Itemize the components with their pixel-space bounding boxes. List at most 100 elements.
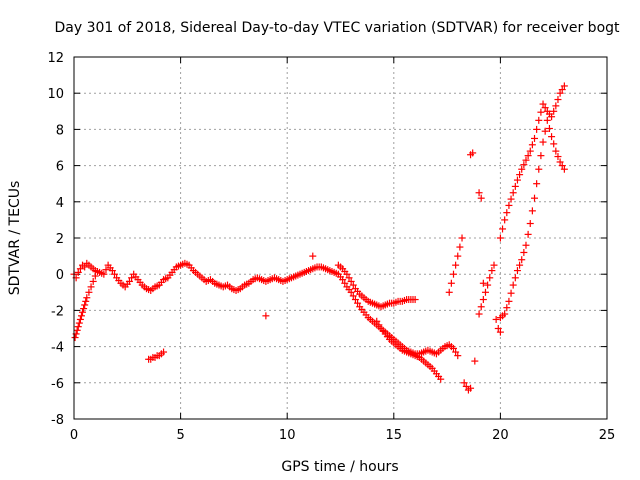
data-point [467, 384, 475, 392]
data-point [81, 263, 89, 271]
data-point [484, 281, 492, 289]
data-point [541, 104, 549, 112]
data-point [354, 299, 362, 307]
data-point [522, 241, 530, 249]
plot-frame [73, 56, 608, 420]
data-point [80, 305, 88, 313]
data-point [516, 171, 524, 179]
series-offset-cluster [145, 348, 168, 363]
data-point [79, 308, 87, 316]
y-tick-label: 12 [47, 51, 64, 66]
data-point [509, 189, 517, 197]
y-tick-label: 2 [56, 232, 64, 247]
series-rise-right-a [496, 82, 568, 242]
data-point [550, 140, 558, 148]
data-point [349, 281, 357, 289]
series-isolated [262, 149, 487, 365]
data-point [513, 176, 521, 184]
data-point [520, 161, 528, 169]
data-point [91, 272, 99, 280]
data-point [556, 89, 564, 97]
data-point [550, 107, 558, 115]
data-point [87, 283, 95, 291]
data-point [89, 277, 97, 285]
data-point [309, 252, 317, 260]
data-point [552, 147, 560, 155]
data-point [558, 86, 566, 94]
data-point [503, 209, 511, 217]
data-point [477, 194, 485, 202]
data-point [548, 113, 556, 121]
data-point [548, 133, 556, 141]
data-point [347, 288, 355, 296]
data-point [524, 230, 532, 238]
data-point [522, 156, 530, 164]
data-point [560, 165, 568, 173]
data-point [411, 296, 419, 304]
data-point [507, 195, 515, 203]
data-point [102, 266, 110, 274]
x-tick-label: 15 [386, 428, 403, 443]
data-point [469, 149, 477, 157]
y-axis-title: SDTVAR / TECUs [7, 181, 23, 296]
x-tick-label: 20 [492, 428, 509, 443]
data-point [347, 277, 355, 285]
data-point [481, 288, 489, 296]
data-point [73, 326, 81, 334]
data-point [351, 296, 359, 304]
data-point [454, 252, 462, 260]
data-point [437, 375, 445, 383]
data-point [537, 152, 545, 160]
data-point [125, 277, 133, 285]
data-point [492, 315, 500, 323]
data-point [454, 352, 462, 360]
data-point [488, 267, 496, 275]
data-point [71, 334, 79, 342]
data-point [558, 162, 566, 170]
data-point [560, 82, 568, 90]
data-point [100, 270, 108, 278]
data-point [507, 289, 515, 297]
data-point [526, 147, 534, 155]
y-tick-label: -6 [51, 377, 64, 392]
data-point [501, 310, 509, 318]
data-point [77, 312, 85, 320]
data-point [449, 270, 457, 278]
data-point [76, 315, 84, 323]
data-point [479, 296, 487, 304]
data-point [447, 279, 455, 287]
data-point [535, 116, 543, 124]
data-point [76, 265, 84, 273]
tick-label-layer: 0 5 10 15 20 25 -8 -6 -4 -2 0 2 4 6 8 10 12 [47, 51, 615, 443]
data-point [511, 274, 519, 282]
data-point [501, 216, 509, 224]
data-point [545, 124, 553, 132]
data-point [445, 288, 453, 296]
data-point [496, 328, 504, 336]
data-point [452, 348, 460, 356]
data-point [511, 182, 519, 190]
y-tick-label: -4 [51, 341, 64, 356]
grid-layer [74, 57, 607, 419]
data-point [75, 319, 83, 327]
data-point [556, 158, 564, 166]
data-point [128, 274, 136, 282]
data-point [477, 303, 485, 311]
data-point [449, 344, 457, 352]
x-tick-label: 25 [599, 428, 616, 443]
data-point [533, 125, 541, 133]
data-point [524, 152, 532, 160]
data-point [552, 102, 560, 110]
data-layer [70, 82, 568, 394]
data-point [535, 165, 543, 173]
x-tick-label: 10 [279, 428, 296, 443]
series-rise-middle [475, 261, 504, 336]
series-rise-left [445, 234, 466, 296]
data-point [505, 201, 513, 209]
data-point [343, 270, 351, 278]
series-upper-branch [334, 261, 419, 311]
data-point [262, 312, 270, 320]
series-late-dip [460, 379, 475, 394]
data-point [475, 310, 483, 318]
